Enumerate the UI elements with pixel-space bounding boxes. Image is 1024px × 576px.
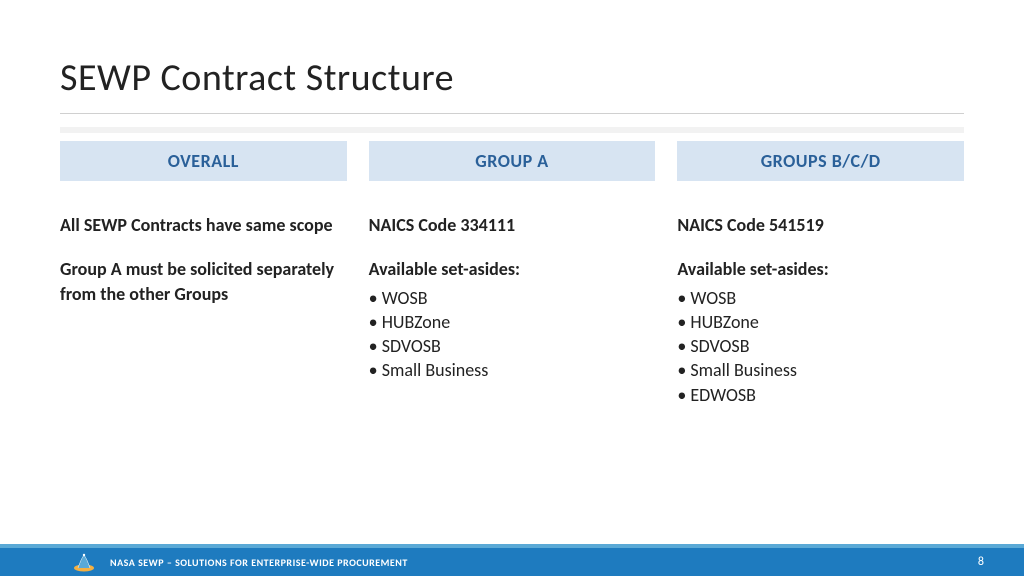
groups-bcd-setasides-label: Available set-asides: (677, 257, 964, 281)
footer-text: NASA SEWP – SOLUTIONS FOR ENTERPRISE-WID… (110, 556, 408, 569)
sewp-logo-icon (70, 550, 98, 574)
group-a-setasides-list: WOSB HUBZone SDVOSB Small Business (369, 286, 656, 383)
list-item: HUBZone (677, 310, 964, 334)
column-groups-bcd: GROUPS B/C/D NAICS Code 541519 Available… (677, 141, 964, 407)
list-item: WOSB (677, 286, 964, 310)
list-item: SDVOSB (677, 334, 964, 358)
column-body-group-a: NAICS Code 334111 Available set-asides: … (369, 181, 656, 383)
group-a-naics: NAICS Code 334111 (369, 213, 656, 237)
overall-para-1: All SEWP Contracts have same scope (60, 213, 347, 237)
column-body-groups-bcd: NAICS Code 541519 Available set-asides: … (677, 181, 964, 407)
list-item: HUBZone (369, 310, 656, 334)
columns-container: OVERALL All SEWP Contracts have same sco… (60, 141, 964, 407)
column-overall: OVERALL All SEWP Contracts have same sco… (60, 141, 347, 407)
list-item: Small Business (369, 358, 656, 382)
column-header-group-a: GROUP A (369, 141, 656, 181)
groups-bcd-naics: NAICS Code 541519 (677, 213, 964, 237)
slide-title: SEWP Contract Structure (60, 55, 454, 101)
title-divider (60, 113, 964, 114)
column-body-overall: All SEWP Contracts have same scope Group… (60, 181, 347, 306)
list-item: WOSB (369, 286, 656, 310)
overall-para-2: Group A must be solicited separately fro… (60, 257, 347, 306)
list-item: SDVOSB (369, 334, 656, 358)
column-header-overall: OVERALL (60, 141, 347, 181)
column-header-groups-bcd: GROUPS B/C/D (677, 141, 964, 181)
footer-bar: NASA SEWP – SOLUTIONS FOR ENTERPRISE-WID… (0, 548, 1024, 576)
list-item: Small Business (677, 358, 964, 382)
thin-bar (60, 127, 964, 133)
group-a-setasides-label: Available set-asides: (369, 257, 656, 281)
groups-bcd-setasides-list: WOSB HUBZone SDVOSB Small Business EDWOS… (677, 286, 964, 407)
page-number: 8 (978, 555, 984, 569)
column-group-a: GROUP A NAICS Code 334111 Available set-… (369, 141, 656, 407)
list-item: EDWOSB (677, 383, 964, 407)
slide: SEWP Contract Structure OVERALL All SEWP… (0, 0, 1024, 576)
